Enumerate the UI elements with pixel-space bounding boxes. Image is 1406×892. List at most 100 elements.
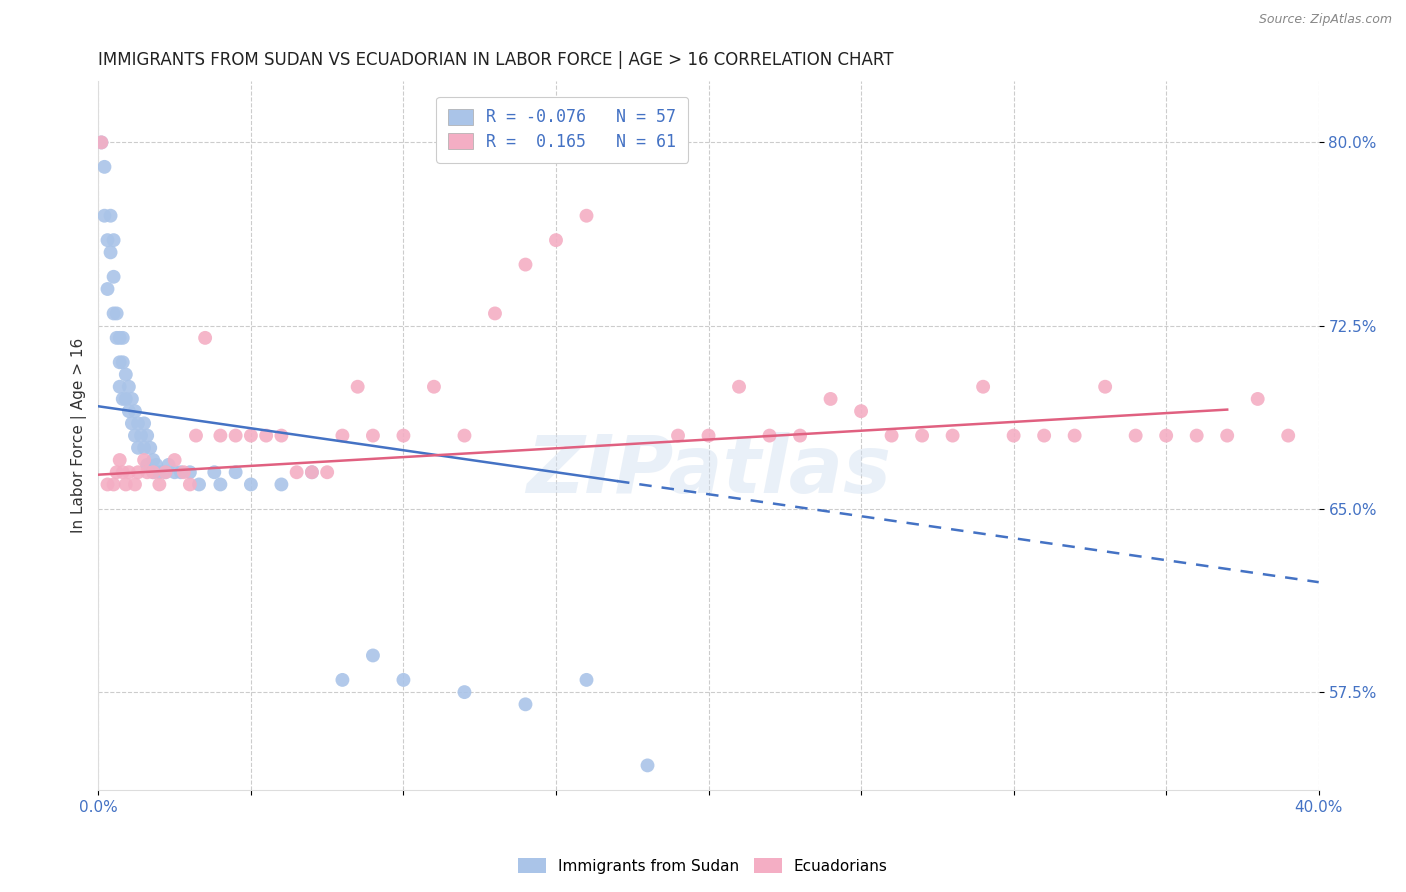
Point <box>100 245 122 260</box>
Point <box>179 465 201 479</box>
Point <box>103 306 125 320</box>
Point <box>728 380 751 394</box>
Point <box>332 428 354 442</box>
Point <box>209 428 232 442</box>
Point <box>124 477 146 491</box>
Point <box>637 758 659 772</box>
Point <box>666 428 689 442</box>
Point <box>1002 428 1025 442</box>
Point <box>114 477 136 491</box>
Point <box>184 428 207 442</box>
Point <box>118 404 141 418</box>
Point <box>111 392 134 406</box>
Point <box>127 465 149 479</box>
Point <box>93 209 115 223</box>
Point <box>108 355 131 369</box>
Text: Source: ZipAtlas.com: Source: ZipAtlas.com <box>1258 13 1392 27</box>
Point <box>239 428 262 442</box>
Point <box>173 465 195 479</box>
Point <box>544 233 567 247</box>
Point <box>453 428 475 442</box>
Point <box>225 428 247 442</box>
Point <box>124 428 146 442</box>
Point <box>1216 428 1239 442</box>
Point <box>155 465 177 479</box>
Point <box>127 417 149 431</box>
Point <box>361 428 384 442</box>
Point <box>103 233 125 247</box>
Point <box>880 428 903 442</box>
Point <box>515 698 537 712</box>
Point <box>139 441 162 455</box>
Point <box>758 428 780 442</box>
Point <box>484 306 506 320</box>
Point <box>301 465 323 479</box>
Point <box>942 428 965 442</box>
Point <box>1247 392 1270 406</box>
Point <box>103 477 125 491</box>
Point <box>346 380 368 394</box>
Point <box>194 331 217 345</box>
Point <box>136 428 159 442</box>
Point <box>157 458 180 472</box>
Point <box>239 477 262 491</box>
Point <box>972 380 994 394</box>
Point <box>1154 428 1177 442</box>
Point <box>789 428 811 442</box>
Point <box>136 458 159 472</box>
Point <box>96 282 118 296</box>
Text: ZIPatlas: ZIPatlas <box>526 432 891 510</box>
Point <box>111 331 134 345</box>
Point <box>136 465 159 479</box>
Point <box>1125 428 1147 442</box>
Point <box>163 453 186 467</box>
Point <box>127 441 149 455</box>
Point <box>163 465 186 479</box>
Point <box>1277 428 1299 442</box>
Point <box>1033 428 1056 442</box>
Point <box>121 417 143 431</box>
Point <box>1185 428 1208 442</box>
Point <box>285 465 308 479</box>
Point <box>105 306 128 320</box>
Y-axis label: In Labor Force | Age > 16: In Labor Force | Age > 16 <box>72 338 87 533</box>
Point <box>108 453 131 467</box>
Point <box>423 380 446 394</box>
Point <box>103 269 125 284</box>
Point <box>105 465 128 479</box>
Legend: R = -0.076   N = 57, R =  0.165   N = 61: R = -0.076 N = 57, R = 0.165 N = 61 <box>436 96 688 162</box>
Point <box>849 404 872 418</box>
Point <box>105 331 128 345</box>
Point <box>121 392 143 406</box>
Point <box>111 465 134 479</box>
Point <box>142 465 165 479</box>
Point <box>132 453 155 467</box>
Point <box>575 209 598 223</box>
Point <box>90 136 112 150</box>
Point <box>111 355 134 369</box>
Point <box>209 477 232 491</box>
Point <box>575 673 598 687</box>
Point <box>270 428 292 442</box>
Point <box>114 392 136 406</box>
Point <box>100 209 122 223</box>
Point <box>453 685 475 699</box>
Point <box>1063 428 1085 442</box>
Text: IMMIGRANTS FROM SUDAN VS ECUADORIAN IN LABOR FORCE | AGE > 16 CORRELATION CHART: IMMIGRANTS FROM SUDAN VS ECUADORIAN IN L… <box>98 51 894 69</box>
Point <box>301 465 323 479</box>
Point <box>179 477 201 491</box>
Point <box>118 380 141 394</box>
Point <box>254 428 277 442</box>
Point <box>202 465 225 479</box>
Point <box>96 233 118 247</box>
Legend: Immigrants from Sudan, Ecuadorians: Immigrants from Sudan, Ecuadorians <box>512 852 894 880</box>
Point <box>148 465 170 479</box>
Point <box>132 417 155 431</box>
Point <box>820 392 842 406</box>
Point <box>118 465 141 479</box>
Point <box>316 465 339 479</box>
Point <box>96 477 118 491</box>
Point <box>132 441 155 455</box>
Point <box>515 258 537 272</box>
Point <box>361 648 384 663</box>
